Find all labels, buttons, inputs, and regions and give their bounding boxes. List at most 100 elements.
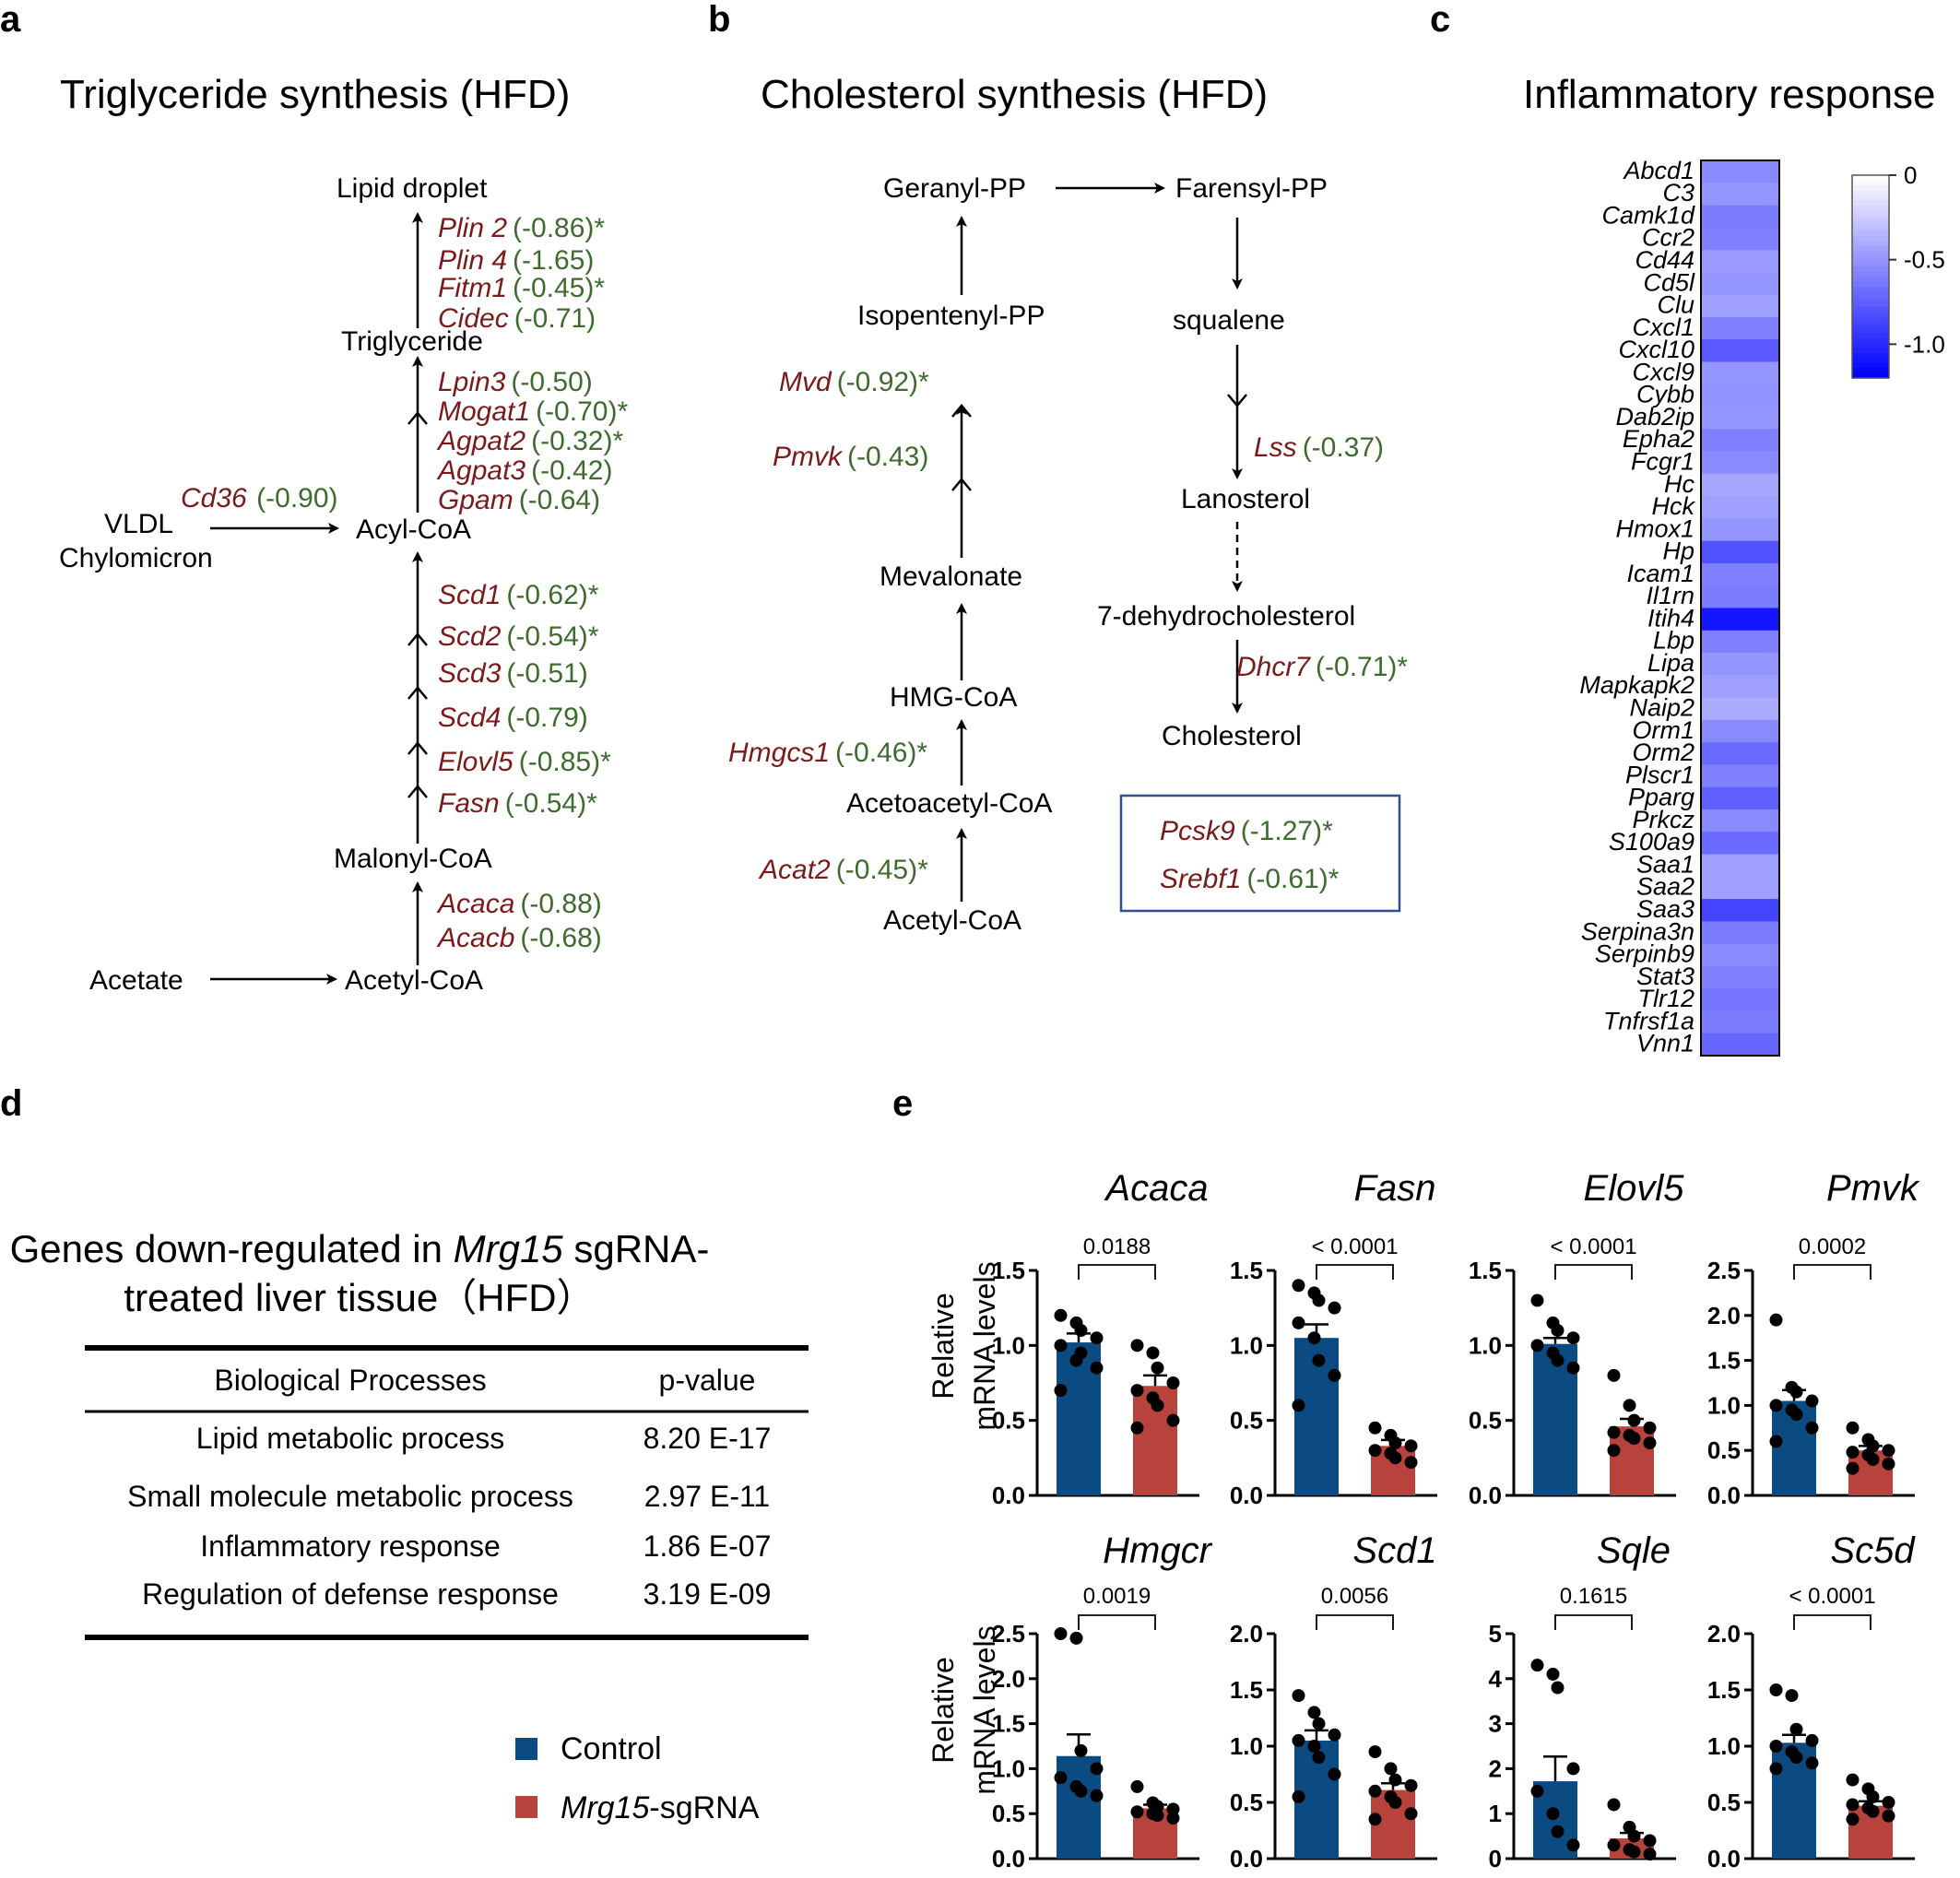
significance-bracket	[1316, 1264, 1394, 1280]
data-point	[1054, 1339, 1068, 1352]
y-tick-label: 3	[1489, 1710, 1502, 1738]
y-tick-label: 1.5	[992, 1710, 1025, 1738]
table-row-process: Small molecule metabolic process	[127, 1480, 573, 1513]
significance-bracket	[1554, 1264, 1633, 1280]
chart-title: Acaca	[1104, 1168, 1208, 1209]
y-tick-label: 1.0	[1707, 1391, 1741, 1419]
heatmap-cell-epha2	[1701, 429, 1779, 453]
panel-a-title: Triglyceride synthesis (HFD)	[60, 72, 570, 117]
heatmap-cell-tlr12	[1701, 988, 1779, 1012]
y-tick-label: 1.0	[1707, 1732, 1741, 1760]
y-tick-label: 0	[1489, 1845, 1502, 1872]
bar-chart-sqle: Sqle 0 1 2 3 4 5 0.1615	[1489, 1530, 1676, 1872]
node-vldl: VLDL	[104, 509, 173, 539]
gene-label-fitm1: Fitm1 (-0.45)*	[438, 273, 605, 303]
heatmap-cell-serpinb9	[1701, 943, 1779, 967]
data-point	[1054, 1384, 1068, 1398]
heatmap-label-vnn1: Vnn1	[1636, 1030, 1694, 1057]
data-point	[1607, 1368, 1621, 1382]
heatmap-cell-cxcl10	[1701, 339, 1779, 363]
data-point	[1530, 1339, 1544, 1352]
data-point	[1769, 1683, 1783, 1696]
p-value-label: < 0.0001	[1311, 1234, 1398, 1259]
srebp-target-box	[1119, 794, 1401, 913]
y-tick-label: 1.5	[1469, 1257, 1502, 1284]
heatmap-label-tlr12: Tlr12	[1637, 985, 1694, 1012]
heatmap-label-saa2: Saa2	[1636, 873, 1694, 901]
data-point	[1769, 1740, 1783, 1753]
panel-e: Relative mRNA levels Relative mRNA level…	[927, 1168, 1920, 1872]
heatmap-label-il1rn: Il1rn	[1646, 582, 1694, 609]
y-tick-label: 1.0	[1230, 1732, 1263, 1760]
colorbar-segment	[1852, 307, 1889, 313]
colorbar-segment	[1852, 246, 1889, 253]
data-point	[1054, 1771, 1068, 1785]
data-point	[1882, 1444, 1895, 1458]
colorbar-segment	[1852, 358, 1889, 364]
heatmap-cell-orm1	[1701, 719, 1779, 743]
heatmap-label-stat3: Stat3	[1636, 963, 1694, 990]
chevron-up-icon	[951, 404, 972, 418]
data-point	[1074, 1346, 1088, 1360]
panel-c-title: Inflammatory response	[1523, 72, 1936, 117]
y-tick-label: 2.0	[1707, 1620, 1741, 1648]
heatmap-cell-camk1d	[1701, 205, 1779, 229]
colorbar-segment	[1852, 216, 1889, 222]
data-point	[1623, 1399, 1636, 1412]
heatmap-label-hck: Hck	[1652, 492, 1696, 520]
data-point	[1069, 1631, 1083, 1645]
data-point	[1368, 1444, 1382, 1458]
data-point	[1789, 1751, 1803, 1765]
data-point	[1292, 1316, 1305, 1329]
heatmap-label-orm1: Orm1	[1633, 716, 1695, 744]
heatmap-cell-vnn1	[1701, 1033, 1779, 1057]
panel-b: Cholesterol synthesis (HFD) Geranyl-PP F…	[728, 72, 1408, 936]
data-point	[1130, 1339, 1144, 1352]
heatmap-label-plscr1: Plscr1	[1625, 761, 1694, 788]
data-point	[1769, 1399, 1783, 1412]
colorbar-segment	[1852, 337, 1889, 344]
panel-label-b: b	[708, 0, 730, 40]
data-point	[1312, 1717, 1326, 1730]
y-tick-label: 0.5	[1230, 1789, 1263, 1816]
heatmap-cell-hck	[1701, 496, 1779, 520]
data-point	[1312, 1751, 1326, 1765]
node-squalene: squalene	[1173, 305, 1285, 336]
colorbar-segment	[1852, 352, 1889, 359]
y-tick-label: 0.0	[1707, 1482, 1741, 1509]
gene-label-agpat2: Agpat2 (-0.32)*	[436, 426, 623, 456]
data-point	[1551, 1353, 1564, 1367]
node-geranyl-pp: Geranyl-PP	[883, 173, 1026, 204]
gene-label-mvd: Mvd (-0.92)*	[779, 367, 929, 397]
node-mevalonate: Mevalonate	[880, 561, 1022, 592]
colorbar-segment	[1852, 332, 1889, 338]
heatmap-cell-dab2ip	[1701, 407, 1779, 430]
p-value-label: 0.1615	[1560, 1584, 1627, 1609]
y-tick-label: 2.0	[1230, 1620, 1263, 1648]
gene-label-pcsk9: Pcsk9 (-1.27)*	[1160, 816, 1333, 846]
colorbar-tick-label: 0	[1904, 161, 1917, 189]
heatmap-label-serpina3n: Serpina3n	[1581, 917, 1694, 945]
y-tick-label: 1.5	[1707, 1676, 1741, 1704]
data-point	[1388, 1436, 1402, 1450]
gene-label-gpam: Gpam (-0.64)	[438, 485, 600, 515]
heatmap-cell-hc	[1701, 473, 1779, 497]
heatmap-label-tnfrsf1a: Tnfrsf1a	[1603, 1007, 1694, 1034]
legend-swatch-sgrna	[515, 1796, 537, 1818]
gene-label-acaca: Acaca (-0.88)	[436, 889, 602, 919]
colorbar-segment	[1852, 368, 1889, 374]
legend-label-sgrna: Mrg15-sgRNA	[561, 1790, 760, 1825]
heatmap-label-cd5l: Cd5l	[1643, 268, 1695, 296]
y-tick-label: 0.0	[992, 1845, 1025, 1872]
heatmap-cell-icam1	[1701, 562, 1779, 586]
gene-label-dhcr7: Dhcr7 (-0.71)*	[1236, 652, 1408, 682]
data-point	[1607, 1425, 1621, 1439]
colorbar-segment	[1852, 322, 1889, 328]
y-tick-label: 2.0	[992, 1665, 1025, 1693]
heatmap-label-pparg: Pparg	[1628, 784, 1694, 811]
y-tick-label: 1.5	[1230, 1257, 1263, 1284]
gene-label-scd4: Scd4 (-0.79)	[438, 703, 588, 733]
panel-d-title-line1: Genes down-regulated in Mrg15 sgRNA-	[10, 1227, 710, 1270]
significance-bracket	[1078, 1614, 1156, 1630]
heatmap-label-abcd1: Abcd1	[1622, 157, 1694, 184]
